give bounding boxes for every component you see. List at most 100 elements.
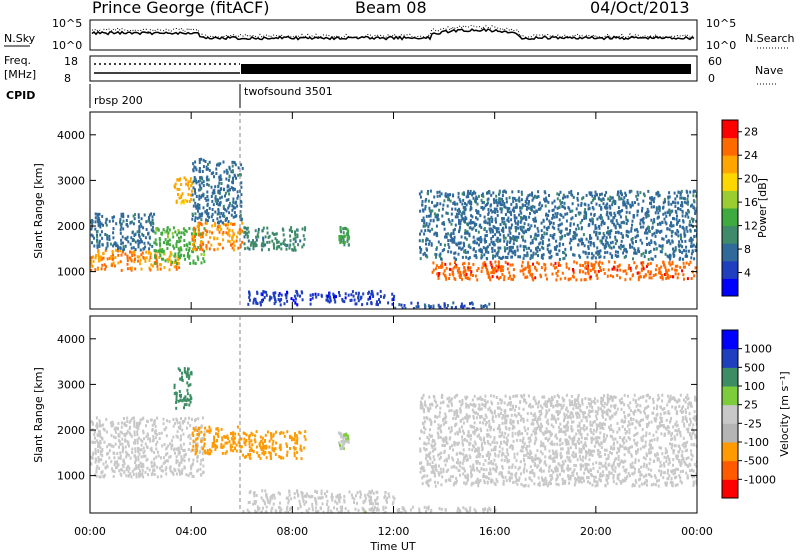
range-cell [388,495,391,499]
range-cell [669,263,672,267]
range-cell [458,198,461,201]
range-cell [463,211,466,215]
range-cell [125,424,128,428]
range-cell [563,201,566,205]
range-cell [181,375,183,379]
range-cell [419,257,422,261]
range-cell [233,187,236,191]
range-cell [466,419,469,423]
range-cell [98,445,101,449]
range-cell [661,399,664,403]
range-cell [600,220,603,224]
range-cell [173,254,176,258]
range-cell [470,202,473,206]
range-cell [95,416,98,420]
range-cell [540,459,543,463]
range-cell [495,220,497,224]
range-cell [487,250,490,254]
range-cell [179,177,181,181]
range-cell [476,269,479,273]
power-colorbar-band [722,120,738,139]
range-cell [665,234,668,238]
range-cell [496,229,498,233]
range-cell [187,182,190,186]
range-cell [154,429,157,433]
range-cell [275,430,277,434]
range-cell [452,232,455,235]
range-cell [537,262,540,266]
range-cell [534,195,537,199]
range-cell [200,446,203,450]
range-cell [597,262,600,266]
range-cell [623,393,626,397]
range-cell [197,180,200,183]
range-cell [598,255,601,259]
range-cell [419,406,422,410]
range-cell [166,229,169,233]
range-cell [462,198,465,202]
range-cell [694,229,696,233]
range-cell [175,245,178,248]
range-cell [540,229,543,233]
range-cell [482,207,485,211]
range-cell [186,381,189,385]
range-cell [179,424,182,428]
range-cell [176,233,179,237]
range-cell [289,447,291,450]
range-cell [423,474,426,478]
range-cell [341,510,343,513]
range-cell [582,233,585,237]
range-cell [189,177,192,181]
range-cell [477,194,480,198]
range-cell [239,449,242,453]
range-cell [216,199,219,203]
range-cell [228,167,231,171]
range-cell [507,219,510,223]
range-cell [158,238,161,242]
range-cell [673,217,676,221]
noise-tick-high-left: 10^5 [52,17,82,30]
range-cell [279,443,282,447]
range-cell [537,254,539,258]
range-cell [471,302,474,306]
range-cell [205,221,208,225]
range-cell [301,245,304,249]
range-cell [197,257,200,261]
range-cell [677,190,680,194]
range-cell [536,234,539,238]
range-cell [189,437,192,441]
range-cell [570,189,573,193]
range-cell [232,160,235,164]
range-cell [454,215,457,219]
power-colorbar-tick-label: 8 [744,243,751,256]
range-cell [341,298,344,301]
range-cell [616,222,619,225]
range-cell [448,273,451,277]
range-cell [476,397,479,401]
range-cell [248,247,251,251]
range-cell [206,175,209,179]
range-cell [91,221,94,225]
range-cell [119,442,122,446]
range-cell [439,255,442,258]
range-cell [174,261,176,264]
range-cell [225,209,228,213]
range-cell [260,496,263,500]
range-cell [642,275,645,279]
range-cell [551,216,554,220]
range-cell [559,443,562,447]
range-cell [496,204,499,208]
range-cell [357,294,360,298]
range-cell [221,436,224,440]
range-cell [649,270,652,274]
range-cell [309,298,312,302]
range-cell [462,206,465,209]
range-cell [180,183,183,186]
range-cell [261,242,264,246]
range-cell [132,246,135,250]
range-cell [213,444,216,448]
range-cell [198,450,201,454]
range-cell [154,238,157,242]
range-cell [509,247,512,251]
range-cell [342,235,345,239]
